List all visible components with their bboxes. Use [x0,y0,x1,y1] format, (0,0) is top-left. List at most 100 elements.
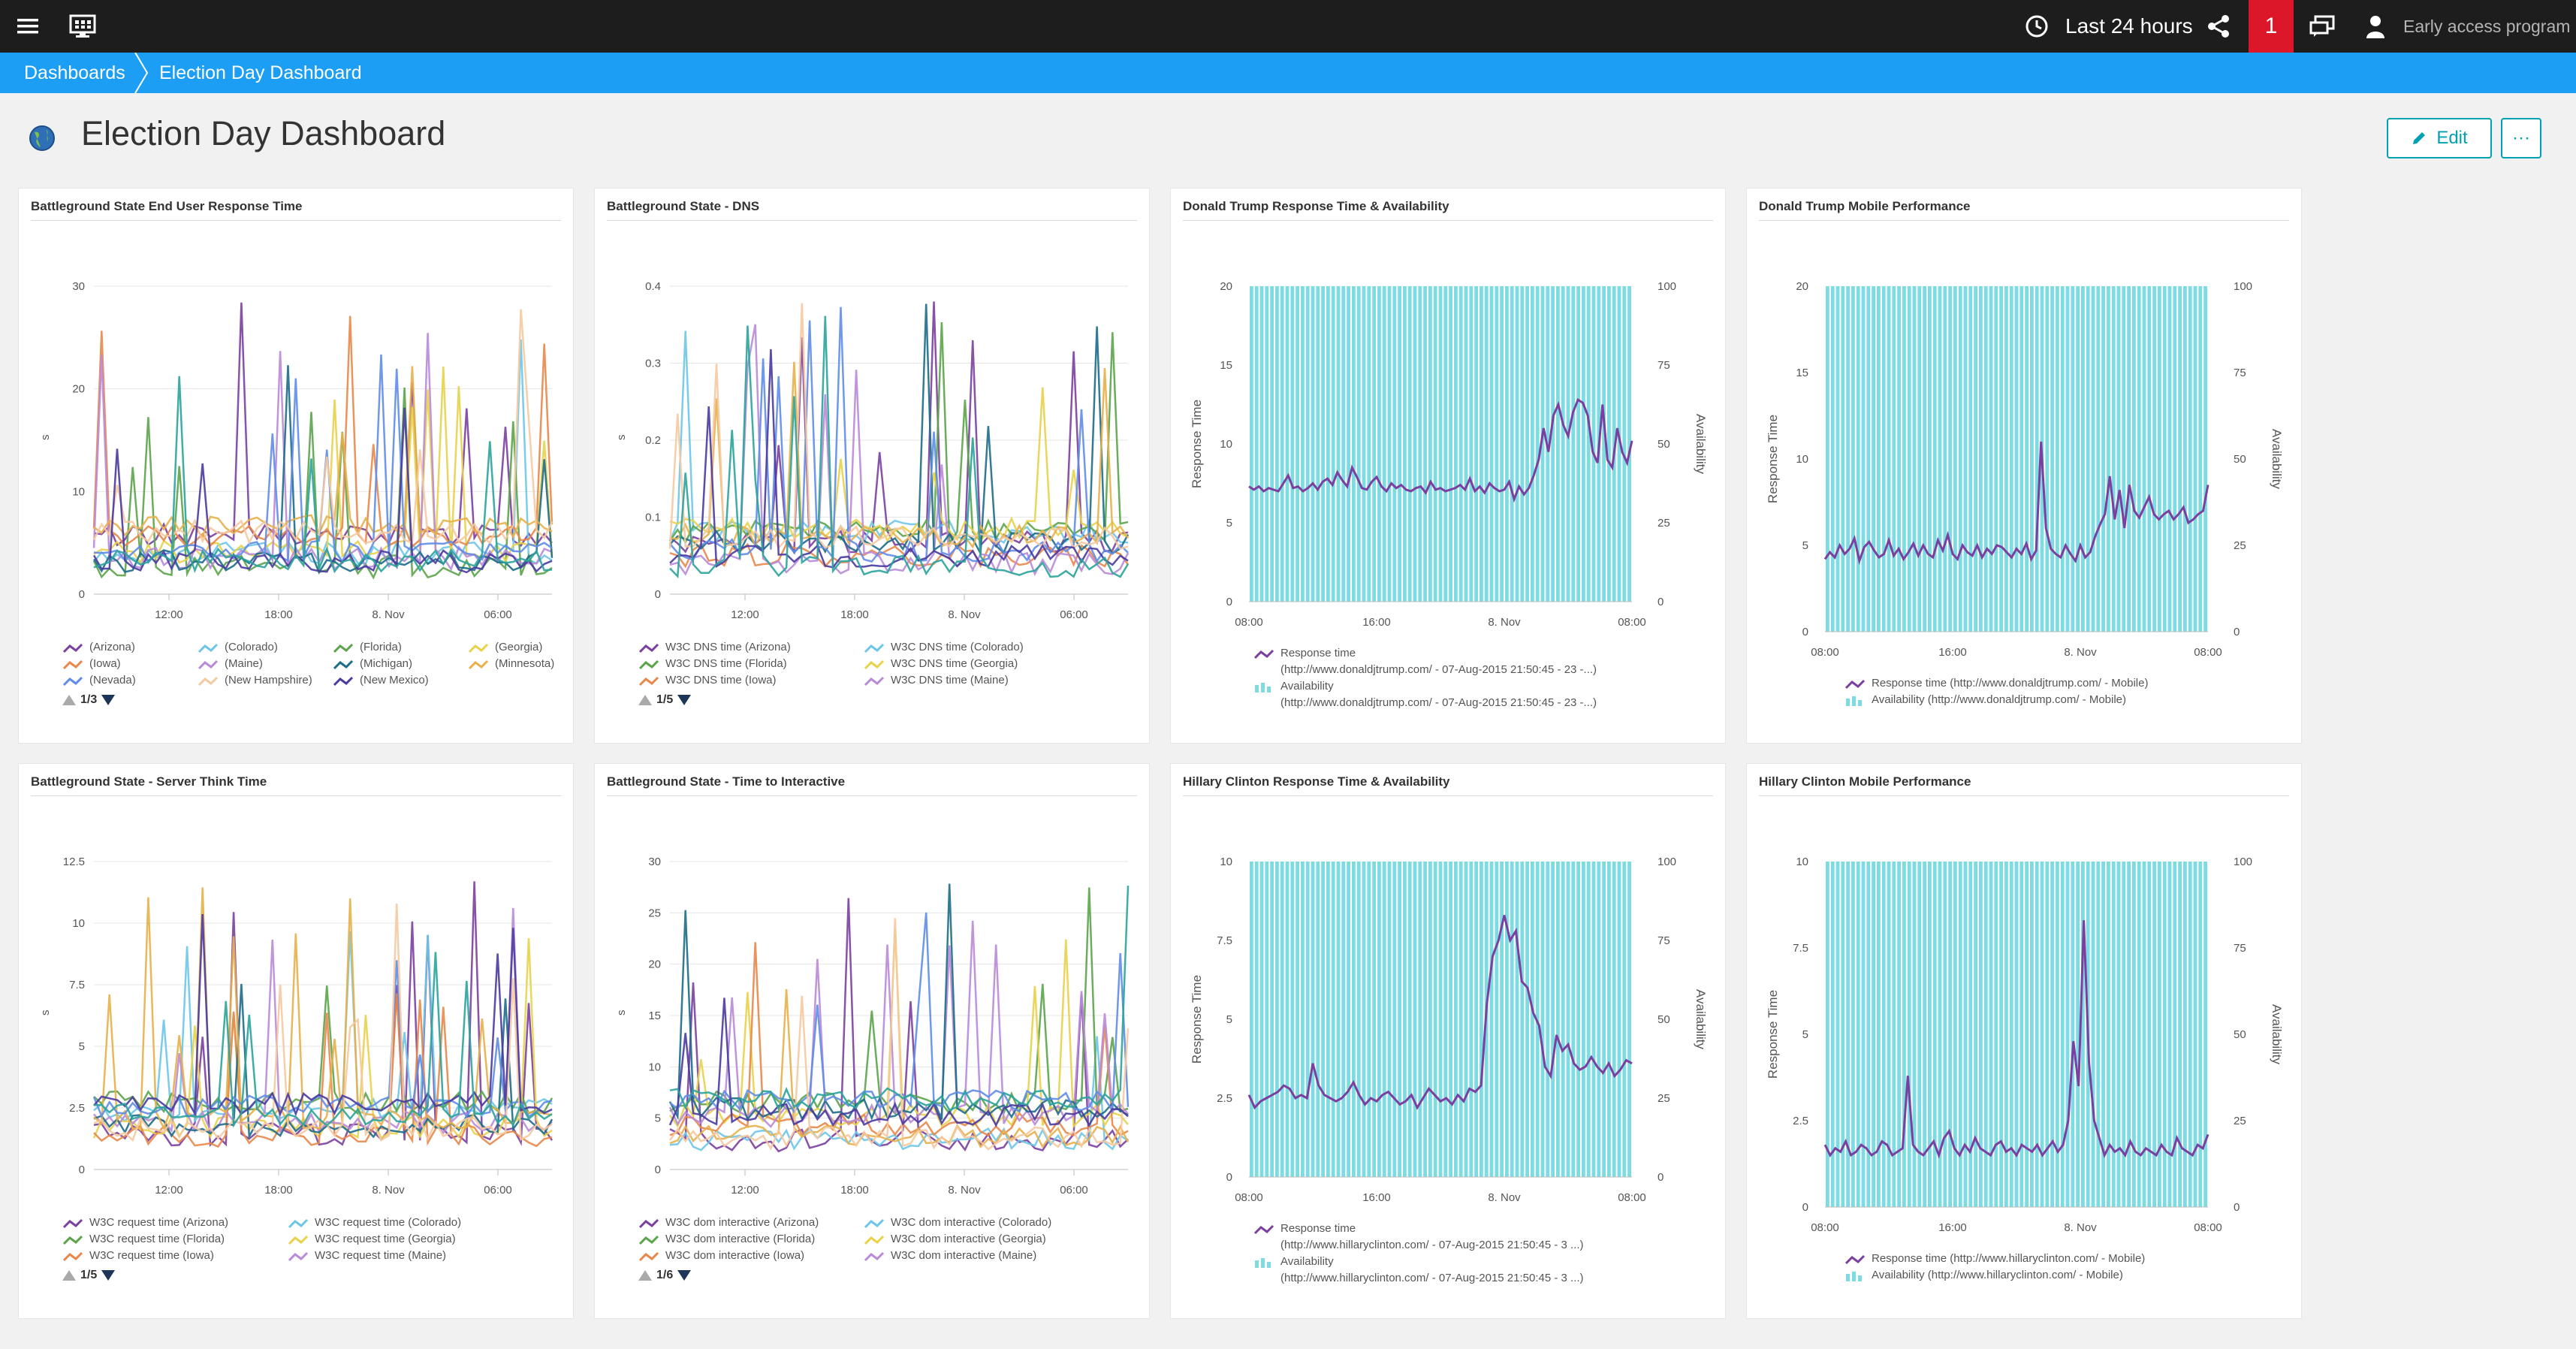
series-line [93,952,553,1128]
tile-title[interactable]: Battleground State - Server Think Time [31,774,267,789]
legend-pager[interactable]: 1/5 [62,1269,116,1282]
share-icon[interactable] [2204,0,2234,53]
legend-item[interactable]: W3C dom interactive (Iowa) [638,1248,804,1264]
availability-bar [1627,286,1631,602]
legend-label: W3C request time (Arizona) [89,1216,229,1229]
user-icon[interactable] [2363,0,2388,53]
legend-label: W3C DNS time (Colorado) [891,641,1024,653]
availability-bar [1586,286,1591,602]
legend-item[interactable]: Availability (http://www.donaldjtrump.com… [1253,678,1597,711]
legend-item[interactable]: W3C request time (Arizona) [62,1215,228,1231]
page-up-icon[interactable] [638,1270,652,1281]
tile-title[interactable]: Battleground State - Time to Interactive [607,774,846,789]
page-down-icon[interactable] [101,695,116,705]
tile-title[interactable]: Hillary Clinton Response Time & Availabi… [1183,774,1450,789]
legend-item[interactable]: Availability (http://www.hillaryclinton.… [1845,1267,2123,1284]
legend-item[interactable]: W3C DNS time (Iowa) [638,672,777,689]
clock-icon[interactable] [2022,0,2052,53]
timeframe-selector[interactable]: Last 24 hours [2065,14,2193,38]
y-axis-label: s [615,435,628,441]
x-tick-label: 18:00 [264,608,293,621]
legend-item[interactable]: W3C DNS time (Florida) [638,656,787,672]
legend-item[interactable]: Response time (http://www.hillaryclinton… [1845,1251,2145,1267]
availability-bar [1994,286,1998,632]
legend-pager[interactable]: 1/5 [638,693,692,707]
legend-item[interactable]: Response time (http://www.donaldjtrump.co… [1253,645,1597,678]
legend-item[interactable]: (Iowa) [62,656,121,672]
tile-title[interactable]: Donald Trump Mobile Performance [1759,199,1971,213]
legend-item[interactable]: (New Mexico) [333,672,429,689]
legend-item[interactable]: W3C dom interactive (Maine) [864,1248,1036,1264]
legend-text-line: (http://www.donaldjtrump.com/ - 07-Aug-2… [1280,696,1597,709]
monitor-logo-icon[interactable] [66,0,99,53]
legend-item[interactable]: W3C DNS time (Georgia) [864,656,1018,672]
legend-item[interactable]: W3C dom interactive (Colorado) [864,1215,1051,1231]
legend-item[interactable]: W3C request time (Maine) [288,1248,446,1264]
availability-bar [2203,286,2207,632]
tile-divider [31,795,561,796]
tile-title[interactable]: Battleground State End User Response Tim… [31,199,303,213]
availability-bar [1556,286,1560,602]
legend-pager[interactable]: 1/3 [62,693,116,707]
page-down-icon[interactable] [101,1270,116,1281]
legend-item[interactable]: (Arizona) [62,639,135,656]
legend-item[interactable]: W3C DNS time (Maine) [864,672,1009,689]
legend-item[interactable]: W3C dom interactive (Florida) [638,1231,815,1248]
dashboard-tile[interactable]: Hillary Clinton Mobile Performance 10 100 7… [1746,763,2302,1319]
availability-bar [1958,862,1962,1207]
page-up-icon[interactable] [62,695,76,705]
legend-item[interactable]: (Maine) [198,656,263,672]
legend-item[interactable]: Response time (http://www.hillaryclinton.… [1253,1221,1584,1254]
pager-label: 1/3 [80,693,98,706]
dashboard-tile[interactable]: Battleground State End User Response Tim… [18,188,574,744]
legend-label: (Minnesota) [495,657,555,670]
legend-item[interactable]: Availability (http://www.donaldjtrump.co… [1845,692,2126,708]
legend-item[interactable]: W3C DNS time (Arizona) [638,639,791,656]
breadcrumb-dashboards[interactable]: Dashboards [24,62,125,83]
availability-bar [2111,862,2116,1207]
tile-title[interactable]: Hillary Clinton Mobile Performance [1759,774,1971,789]
legend-item[interactable]: W3C request time (Iowa) [62,1248,214,1264]
y2-tick-label: 50 [1658,438,1670,451]
dashboard-tile[interactable]: Donald Trump Response Time & Availabilit… [1170,188,1726,744]
legend-item[interactable]: W3C dom interactive (Georgia) [864,1231,1046,1248]
dashboard-tile[interactable]: Battleground State - Server Think Time 12… [18,763,574,1319]
page-down-icon[interactable] [677,1270,692,1281]
legend-item[interactable]: (New Hampshire) [198,672,312,689]
more-actions-button[interactable]: ··· [2501,118,2541,158]
legend-item[interactable]: (Nevada) [62,672,136,689]
legend-item[interactable]: (Colorado) [198,639,278,656]
dashboard-tile[interactable]: Battleground State - DNS 0.4 0.3 0.2 0.1 0 s 12… [594,188,1150,744]
legend-item[interactable]: (Georgia) [468,639,542,656]
legend-item[interactable]: W3C request time (Florida) [62,1231,225,1248]
legend-item[interactable]: W3C DNS time (Colorado) [864,639,1024,656]
legend-item[interactable]: Response time (http://www.donaldjtrump.c… [1845,675,2148,692]
legend-item[interactable]: W3C request time (Georgia) [288,1231,456,1248]
legend-pager[interactable]: 1/6 [638,1269,692,1282]
early-access-link[interactable]: Early access program [2403,16,2571,36]
legend-item[interactable]: W3C request time (Colorado) [288,1215,461,1231]
legend-item[interactable]: W3C dom interactive (Arizona) [638,1215,819,1231]
legend-item[interactable]: (Michigan) [333,656,412,672]
availability-bar [2101,286,2105,632]
dashboard-tile[interactable]: Hillary Clinton Response Time & Availabi… [1170,763,1726,1319]
page-up-icon[interactable] [638,695,652,705]
legend-item[interactable]: (Minnesota) [468,656,554,672]
availability-bar [1582,862,1585,1177]
availability-bar [1989,862,1993,1207]
edit-button[interactable]: Edit [2387,118,2492,158]
feedback-icon[interactable] [2306,0,2339,53]
page-down-icon[interactable] [677,695,692,705]
legend-item[interactable]: Availability (http://www.hillaryclinton.c… [1253,1254,1584,1287]
availability-bar [1520,862,1525,1177]
dashboard-tile[interactable]: Battleground State - Time to Interactive… [594,763,1150,1319]
hamburger-menu-icon[interactable] [14,0,44,53]
availability-bar [2173,286,2177,632]
legend-item[interactable]: (Florida) [333,639,402,656]
availability-bar [1443,286,1448,602]
tile-title[interactable]: Battleground State - DNS [607,199,760,213]
problems-badge[interactable]: 1 [2249,0,2294,53]
tile-title[interactable]: Donald Trump Response Time & Availabilit… [1183,199,1449,213]
dashboard-tile[interactable]: Donald Trump Mobile Performance 20 100 15 75… [1746,188,2302,744]
page-up-icon[interactable] [62,1270,76,1281]
